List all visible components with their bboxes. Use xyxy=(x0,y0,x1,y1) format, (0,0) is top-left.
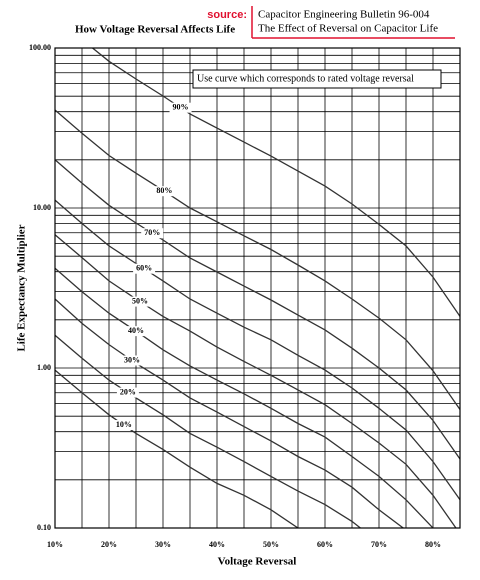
x-axis-label: Voltage Reversal xyxy=(218,556,297,568)
curve-label-bg xyxy=(153,186,176,197)
curve xyxy=(55,267,434,528)
source-line: Capacitor Engineering Bulletin 96-004 xyxy=(258,9,430,21)
y-tick-label: 10.00 xyxy=(33,203,51,212)
curve xyxy=(55,159,460,460)
curve-label-bg xyxy=(169,102,192,113)
y-axis-label: Life Expectancy Multiplier xyxy=(16,224,28,351)
curve xyxy=(91,48,460,317)
y-tick-label: 100.00 xyxy=(29,43,51,52)
x-tick-label: 10% xyxy=(47,540,63,549)
curve-label: 30% xyxy=(124,355,140,364)
curve-label-bg xyxy=(133,263,156,274)
source-label: source: xyxy=(207,9,247,21)
curve-label-bg xyxy=(129,296,152,307)
curve-label-bg xyxy=(120,355,143,366)
curve-label: 10% xyxy=(116,420,132,429)
chart-title: How Voltage Reversal Affects Life xyxy=(75,24,235,36)
source-line: The Effect of Reversal on Capacitor Life xyxy=(258,23,438,35)
curve-labels: 90% 80% 70% 60% 50% 40% 30% 20% 10% xyxy=(112,102,192,431)
curve-label: 50% xyxy=(132,296,148,305)
x-tick-label: 70% xyxy=(371,540,387,549)
grid: 0.10 1.00 10.00 100.00 10% 20% 30% 40% 50% 60% 70%… xyxy=(29,43,460,549)
curve-label-bg xyxy=(116,387,139,398)
x-tick-label: 80% xyxy=(425,540,441,549)
curve xyxy=(55,334,362,528)
x-tick-label: 60% xyxy=(317,540,333,549)
annotation: Use curve which corresponds to rated vol… xyxy=(197,73,414,84)
annotation-box xyxy=(192,69,442,89)
curve-label: 70% xyxy=(144,228,160,237)
curve-label: 90% xyxy=(173,103,189,112)
curve-label-bg xyxy=(141,228,164,239)
curve xyxy=(55,234,457,528)
plot-frame xyxy=(54,47,461,529)
x-tick-label: 50% xyxy=(263,540,279,549)
x-tick-label: 20% xyxy=(101,540,117,549)
curve-label-bg xyxy=(112,420,135,431)
y-tick-label: 0.10 xyxy=(37,523,51,532)
curve-label: 40% xyxy=(128,326,144,335)
curves xyxy=(55,48,460,528)
curve xyxy=(55,369,300,528)
curve-label: 60% xyxy=(136,264,152,273)
x-tick-label: 40% xyxy=(209,540,225,549)
curve xyxy=(55,298,405,528)
curve-label: 80% xyxy=(156,186,172,195)
curve xyxy=(55,199,460,501)
curve-label-bg xyxy=(125,326,147,337)
x-tick-label: 30% xyxy=(155,540,171,549)
curve-label: 20% xyxy=(120,387,136,396)
curve xyxy=(55,109,460,410)
y-tick-label: 1.00 xyxy=(37,363,51,372)
